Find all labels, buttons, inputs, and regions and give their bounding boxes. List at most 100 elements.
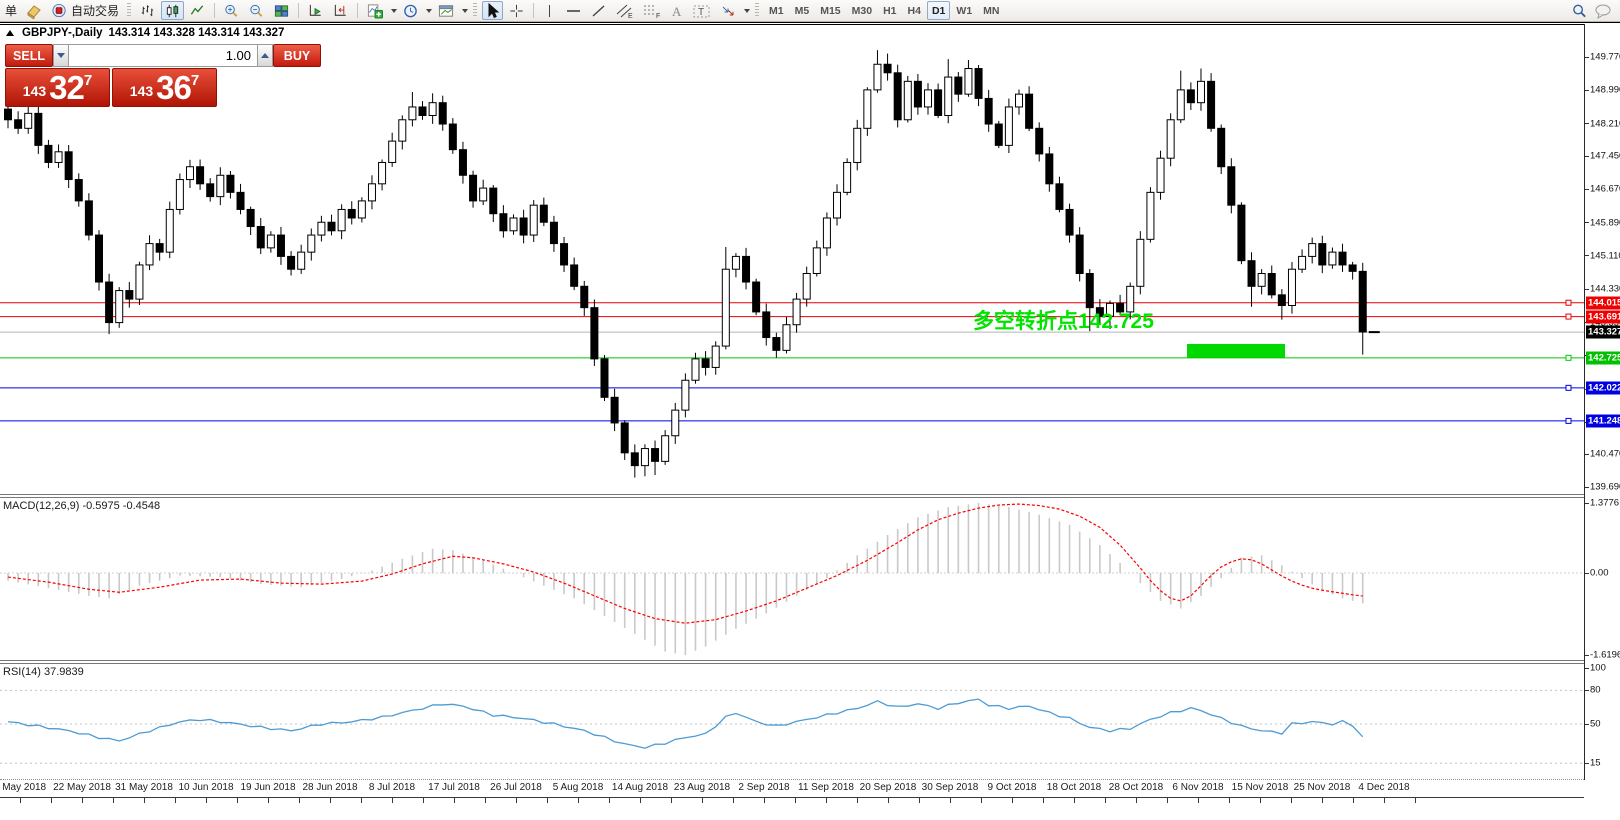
bar-chart-button[interactable] [136,1,159,20]
zoom-in-icon [225,4,238,17]
indicators-dropdown[interactable] [391,8,398,13]
eraser-icon [27,4,41,19]
rsi-panel[interactable] [0,664,1584,780]
date-label: 5 Aug 2018 [552,782,604,793]
date-label: 2 Sep 2018 [738,782,790,793]
text-label-button[interactable]: T [689,1,714,20]
macd-axis-tick: -1.6196 [1590,649,1620,661]
templates-dropdown[interactable] [462,8,469,13]
search-icon[interactable] [1571,3,1588,19]
cursor-button[interactable] [482,1,504,20]
date-label: 30 Sep 2018 [921,782,979,793]
tf-button-M15[interactable]: M15 [820,4,841,17]
date-label: 22 May 2018 [53,782,111,793]
candlestick-chart-button[interactable] [161,1,185,20]
date-axis[interactable]: 3 May 2018 22 May 2018 31 May 2018 10 Jun 2… [0,782,1584,795]
chat-icon[interactable] [1594,3,1613,19]
macd-panel[interactable] [0,498,1584,660]
templates-icon [438,4,454,17]
main-chart[interactable]: 多空转折点142.725 [0,24,1584,494]
zoom-out-button[interactable] [245,1,268,20]
channel-glyph: E [628,13,633,19]
vertical-line-button[interactable] [539,1,560,20]
zoom-in-button[interactable] [220,1,243,20]
tf-button-M5[interactable]: M5 [794,4,810,17]
line-chart-button[interactable] [186,1,209,20]
fibonacci-button[interactable]: F [639,1,664,20]
date-label: 14 Aug 2018 [611,782,669,793]
tf-button-MN[interactable]: MN [983,4,1000,17]
panel-splitter[interactable] [0,660,1620,664]
toolbar-grip[interactable] [755,3,760,18]
date-label: 28 Oct 2018 [1108,782,1164,793]
chart-title: GBPJPY-,Daily 143.314 143.328 143.314 14… [6,27,284,39]
volume-decrease-button[interactable] [53,44,69,67]
rsi-axis-tick: 80 [1590,684,1601,696]
volume-increase-button[interactable] [257,44,273,67]
trendline-button[interactable] [587,1,610,20]
tile-windows-button[interactable] [270,1,293,20]
annotation-text: 多空转折点142.725 [973,309,1154,333]
rsi-axis-tick: 50 [1590,718,1601,730]
auto-scroll-button[interactable] [304,1,327,20]
menu-item-partial[interactable]: 单 [5,4,18,18]
buy-price-sup: 7 [190,72,200,89]
autotrading-button[interactable]: 自动交易 [48,1,122,20]
tf-button-D1[interactable]: D1 [926,1,951,20]
rsi-label: RSI(14) 37.9839 [3,666,84,678]
equidistant-channel-button[interactable]: E [612,1,637,20]
bar-chart-icon [141,4,154,16]
horizontal-line-button[interactable] [562,1,585,20]
text-button[interactable]: A [666,1,687,20]
date-label: 18 Oct 2018 [1046,782,1102,793]
arrows-icon [722,6,734,15]
sell-button[interactable]: SELL [5,44,53,67]
candlestick-chart-icon [166,4,179,17]
price-tick: 147.450 [1590,150,1620,162]
templates-button[interactable] [434,1,458,20]
chart-shift-icon [334,4,346,16]
date-label: 26 Jul 2018 [490,782,542,793]
toolbar-grip[interactable] [127,3,132,18]
periods-button[interactable] [399,1,422,20]
buy-button[interactable]: BUY [273,44,321,67]
chart-shift-button[interactable] [329,1,352,20]
price-tick: 145.890 [1590,217,1620,229]
toolbar-grip[interactable] [473,3,478,18]
indicators-icon [367,3,384,19]
panel-splitter[interactable] [0,494,1620,498]
hline-price-badge: 142.725 [1586,351,1620,365]
date-label: 31 May 2018 [115,782,173,793]
collapse-icon[interactable] [6,30,14,36]
tf-button-H1[interactable]: H1 [883,4,897,17]
svg-text:A: A [672,4,682,19]
arrows-button[interactable] [716,1,740,20]
zoom-out-icon [250,4,263,17]
price-tick: 139.690 [1590,481,1620,493]
indicators-button[interactable] [363,1,387,20]
sell-price-display[interactable]: 143 32 7 [5,68,110,107]
hline-price-badge: 141.248 [1586,414,1620,428]
crosshair-button[interactable] [505,1,528,20]
tf-button-M1[interactable]: M1 [769,4,784,17]
tf-button-H4[interactable]: H4 [907,4,921,17]
new-order-eraser-icon[interactable] [21,1,46,20]
date-label: 10 Jun 2018 [178,782,234,793]
buy-price-display[interactable]: 143 36 7 [112,68,217,107]
price-tick: 148.990 [1590,84,1620,96]
hline-price-badge: 144.015 [1586,296,1620,310]
autotrading-icon [52,3,66,17]
price-axis[interactable]: 149.770 148.990 148.210 147.450 146.670 145.8… [1584,24,1620,780]
date-label: 25 Nov 2018 [1293,782,1351,793]
text-icon: A [672,4,682,19]
tf-button-W1[interactable]: W1 [956,4,973,17]
arrows-dropdown[interactable] [744,8,751,13]
tf-button-M30[interactable]: M30 [851,4,873,17]
rsi-axis-tick: 100 [1590,662,1606,674]
sell-price-main: 32 [49,69,85,106]
volume-input[interactable] [69,44,257,67]
sell-price-sup: 7 [83,72,93,89]
toolbar: 单 自动交易 [0,0,1620,22]
date-label: 20 Sep 2018 [859,782,917,793]
periods-dropdown[interactable] [426,8,433,13]
